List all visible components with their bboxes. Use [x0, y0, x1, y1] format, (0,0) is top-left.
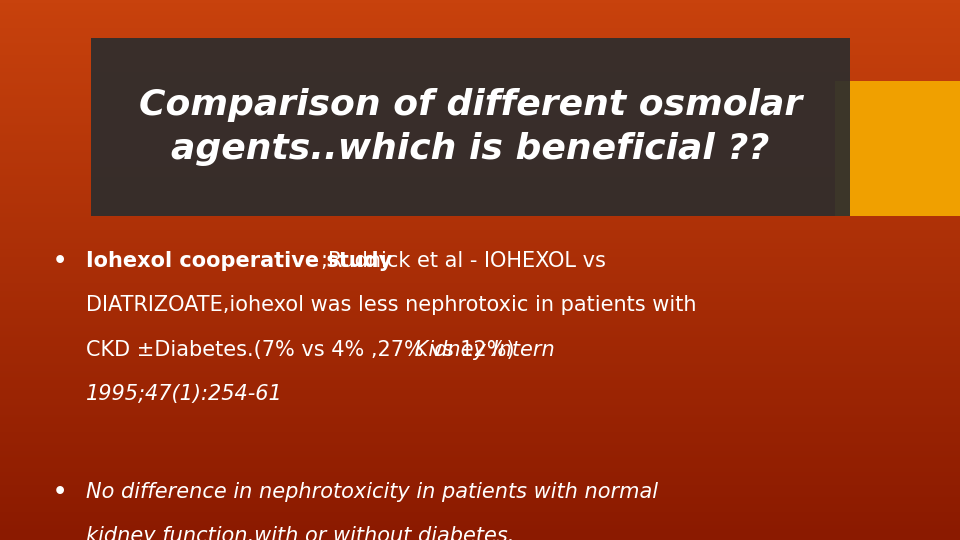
Text: Kidney Intern: Kidney Intern	[408, 340, 555, 360]
Text: •: •	[53, 251, 67, 271]
FancyBboxPatch shape	[835, 81, 960, 216]
Text: 1995;47(1):254-61: 1995;47(1):254-61	[86, 384, 283, 404]
Text: No difference in nephrotoxicity in patients with normal: No difference in nephrotoxicity in patie…	[86, 482, 659, 502]
Text: •: •	[53, 482, 67, 502]
Text: CKD ±Diabetes.(7% vs 4% ,27% vs 12%): CKD ±Diabetes.(7% vs 4% ,27% vs 12%)	[86, 340, 515, 360]
Text: ;Rudnick et al - IOHEXOL vs: ;Rudnick et al - IOHEXOL vs	[321, 251, 606, 271]
Text: DIATRIZOATE,iohexol was less nephrotoxic in patients with: DIATRIZOATE,iohexol was less nephrotoxic…	[86, 295, 697, 315]
FancyBboxPatch shape	[91, 38, 850, 216]
Text: kidney function,with or without diabetes.: kidney function,with or without diabetes…	[86, 526, 515, 540]
Text: Iohexol cooperative study: Iohexol cooperative study	[86, 251, 393, 271]
Text: Comparison of different osmolar
agents..which is beneficial ??: Comparison of different osmolar agents..…	[139, 87, 802, 166]
